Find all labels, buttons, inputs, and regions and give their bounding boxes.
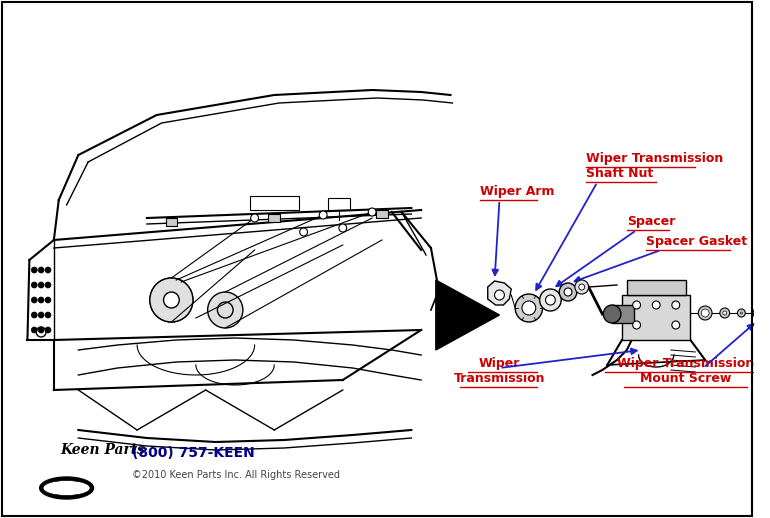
Circle shape (540, 289, 561, 311)
Ellipse shape (40, 477, 93, 499)
Circle shape (701, 309, 709, 317)
Text: (800) 757-KEEN: (800) 757-KEEN (132, 446, 255, 460)
Circle shape (38, 267, 44, 273)
Circle shape (45, 312, 51, 318)
Text: Mount Screw: Mount Screw (640, 372, 732, 385)
Circle shape (208, 292, 243, 328)
Circle shape (545, 295, 555, 305)
Circle shape (633, 321, 641, 329)
Circle shape (756, 310, 762, 316)
Circle shape (150, 278, 193, 322)
Circle shape (604, 305, 621, 323)
Circle shape (163, 292, 179, 308)
Circle shape (741, 312, 742, 314)
Polygon shape (487, 281, 511, 305)
Circle shape (368, 208, 376, 216)
Circle shape (515, 294, 543, 322)
Circle shape (753, 307, 765, 319)
Circle shape (45, 297, 51, 303)
Text: ©2010 Keen Parts Inc. All Rights Reserved: ©2010 Keen Parts Inc. All Rights Reserve… (132, 470, 340, 480)
Circle shape (45, 282, 51, 288)
Text: Spacer Gasket: Spacer Gasket (646, 235, 748, 248)
Bar (627, 280, 685, 295)
Circle shape (38, 297, 44, 303)
Circle shape (38, 312, 44, 318)
Circle shape (320, 211, 327, 219)
Circle shape (575, 280, 588, 294)
Circle shape (633, 301, 641, 309)
Bar (612, 305, 634, 323)
Circle shape (32, 327, 37, 333)
Bar (622, 295, 691, 340)
Circle shape (32, 297, 37, 303)
Text: Wiper Transmission: Wiper Transmission (617, 357, 754, 370)
Circle shape (32, 267, 37, 273)
Text: Wiper: Wiper (479, 357, 521, 370)
Circle shape (32, 312, 37, 318)
Circle shape (768, 305, 770, 321)
Circle shape (45, 327, 51, 333)
Circle shape (698, 306, 712, 320)
Circle shape (723, 311, 727, 315)
Circle shape (339, 224, 346, 232)
Circle shape (564, 288, 572, 296)
Circle shape (720, 308, 730, 318)
Text: Keen Parts: Keen Parts (61, 443, 146, 457)
Text: Shaft Nut: Shaft Nut (586, 167, 653, 180)
Text: Spacer: Spacer (627, 215, 675, 228)
Circle shape (32, 282, 37, 288)
Ellipse shape (43, 481, 90, 496)
Circle shape (38, 327, 44, 333)
Circle shape (300, 228, 307, 236)
Text: Wiper Arm: Wiper Arm (480, 185, 554, 198)
Circle shape (579, 284, 584, 290)
Circle shape (494, 290, 504, 300)
Circle shape (738, 309, 745, 317)
Circle shape (559, 283, 577, 301)
Circle shape (38, 282, 44, 288)
Text: Transmission: Transmission (454, 372, 545, 385)
Circle shape (522, 301, 536, 315)
Bar (249, 196, 299, 210)
Polygon shape (436, 280, 500, 350)
Bar (269, 214, 280, 222)
Circle shape (45, 267, 51, 273)
Bar (376, 210, 388, 218)
Circle shape (652, 301, 660, 309)
Circle shape (251, 214, 259, 222)
Text: Wiper Transmission: Wiper Transmission (586, 152, 723, 165)
Circle shape (672, 321, 680, 329)
Bar (328, 198, 350, 210)
Circle shape (672, 301, 680, 309)
Bar (166, 218, 177, 226)
